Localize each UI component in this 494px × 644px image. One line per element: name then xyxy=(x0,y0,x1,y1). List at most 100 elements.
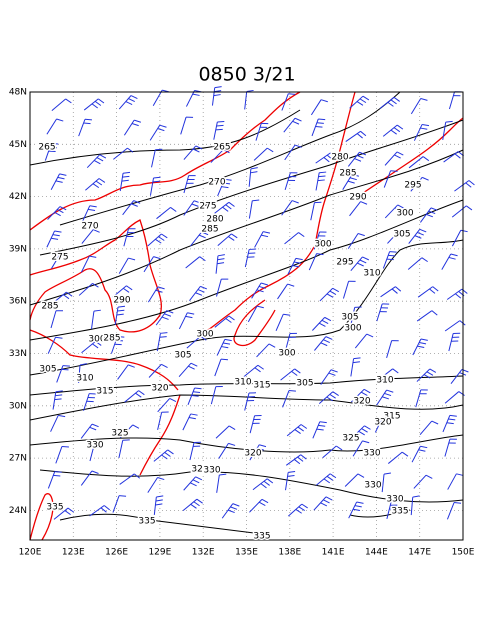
wind-barb xyxy=(57,119,64,121)
wind-barb xyxy=(382,397,389,399)
wind-barb xyxy=(302,504,308,508)
wind-barb xyxy=(276,314,283,331)
contour-label: 285 xyxy=(103,334,120,344)
wind-barb xyxy=(171,207,177,211)
wind-barb xyxy=(123,201,134,215)
wind-barb xyxy=(195,388,202,389)
wind-barb xyxy=(354,358,361,359)
contour-label: 310 xyxy=(363,269,380,279)
wind-barb xyxy=(244,365,258,376)
wind-barb xyxy=(288,284,295,286)
contour-label: 295 xyxy=(404,181,421,191)
wind-barb xyxy=(218,234,232,246)
wind-barb xyxy=(51,415,59,431)
contour-label: 300 xyxy=(314,240,331,250)
contour-label: 320 xyxy=(374,418,391,428)
wind-barb xyxy=(345,474,358,487)
wind-barb xyxy=(215,87,222,88)
wind-barb xyxy=(348,181,355,183)
wind-barb xyxy=(293,121,299,124)
wind-barb xyxy=(122,180,129,181)
wind-barb xyxy=(330,474,336,478)
wind-barb xyxy=(124,120,134,135)
wind-barb xyxy=(62,369,69,370)
contour-label: 285 xyxy=(339,169,356,179)
wind-barb xyxy=(60,174,67,175)
wind-barb xyxy=(170,398,176,401)
lon-label: 138E xyxy=(278,548,301,558)
wind-barb xyxy=(229,202,235,206)
contour-label: 325 xyxy=(342,434,359,444)
wind-barb xyxy=(165,452,171,456)
lat-label: 36N xyxy=(9,297,27,307)
contour-label: 300 xyxy=(396,209,413,219)
wind-barb xyxy=(421,98,428,100)
wind-barb xyxy=(320,422,327,423)
wind-barb xyxy=(132,124,139,126)
wind-barb xyxy=(259,445,266,447)
wind-barb xyxy=(421,339,428,340)
wind-barb xyxy=(186,91,194,107)
wind-barb xyxy=(160,333,167,334)
wind-barb xyxy=(459,392,465,396)
wind-barb xyxy=(218,259,225,260)
wind-barb xyxy=(81,471,92,485)
wind-barb xyxy=(443,415,450,432)
wind-barb xyxy=(412,446,420,462)
coastline xyxy=(140,395,180,475)
contour-label: 300 xyxy=(278,349,295,359)
wind-barb xyxy=(196,293,203,296)
wind-barb xyxy=(161,234,167,238)
wind-barb xyxy=(321,343,327,346)
contour-label: 305 xyxy=(39,365,56,375)
wind-barb xyxy=(313,422,320,439)
wind-barb xyxy=(432,311,437,315)
wind-barb xyxy=(186,316,193,317)
wind-barb xyxy=(126,102,132,105)
wind-barb xyxy=(343,281,348,298)
wind-barb xyxy=(190,483,196,486)
wind-barb xyxy=(361,131,366,135)
wind-barb xyxy=(56,181,63,182)
wind-barb xyxy=(277,284,287,299)
wind-barb xyxy=(420,446,427,447)
lon-label: 132E xyxy=(192,548,215,558)
wind-barb xyxy=(217,263,224,264)
wind-barb xyxy=(93,184,99,188)
wind-barb xyxy=(228,443,235,445)
wind-barb xyxy=(447,503,454,520)
wind-barb xyxy=(288,94,295,95)
wind-barb xyxy=(233,504,240,506)
wind-barb xyxy=(148,234,162,246)
coastline xyxy=(30,92,300,230)
wind-barb xyxy=(282,201,292,216)
wind-barb xyxy=(364,389,370,392)
wind-barb xyxy=(96,181,102,185)
wind-barb xyxy=(289,391,296,392)
wind-barb xyxy=(200,257,206,261)
wind-barb xyxy=(261,283,268,285)
wind-barb xyxy=(92,311,94,329)
wind-barb xyxy=(296,258,303,259)
wind-barb xyxy=(312,119,318,136)
wind-barb xyxy=(420,421,432,435)
wind-barb xyxy=(158,477,165,479)
wind-barb xyxy=(218,255,225,256)
wind-barb xyxy=(380,97,394,108)
wind-barb xyxy=(133,425,139,428)
wind-barb xyxy=(466,206,472,210)
wind-barb xyxy=(381,287,396,297)
wind-barb xyxy=(226,318,232,322)
wind-barb xyxy=(419,450,426,451)
contour-label: 275 xyxy=(51,253,68,263)
wind-barb xyxy=(411,497,412,515)
coastline xyxy=(30,220,161,332)
wind-barb xyxy=(422,124,429,125)
wind-barb xyxy=(122,176,129,177)
wind-barb xyxy=(82,206,90,222)
wind-barb xyxy=(139,391,145,395)
wind-barb xyxy=(53,392,56,410)
wind-barb xyxy=(229,426,235,430)
wind-barb xyxy=(299,233,305,237)
wind-barb xyxy=(191,504,197,508)
